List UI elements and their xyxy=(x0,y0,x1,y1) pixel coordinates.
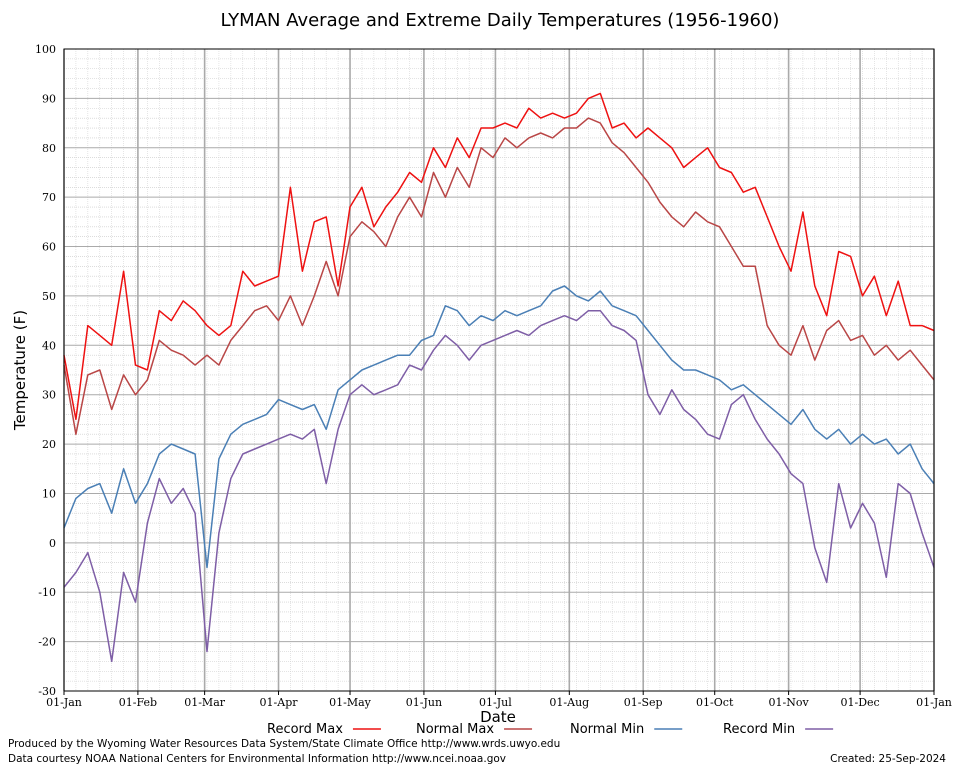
x-tick-label: 01-Mar xyxy=(184,696,226,709)
legend: Record Max Normal Max Normal Min Record Min xyxy=(267,722,834,737)
x-tick-label: 01-Nov xyxy=(769,696,810,709)
series-line-record-max xyxy=(63,92,935,421)
x-tick-label: 01-Feb xyxy=(119,696,157,709)
y-tick-label: 40 xyxy=(42,339,56,352)
legend-label: Normal Max xyxy=(416,722,494,737)
x-tick-label: 01-Oct xyxy=(696,696,734,709)
x-tick-label: 01-Jan xyxy=(46,696,82,709)
axis-ticks: -30 -20 -10 0 10 20 30 40 50 60 70 80 90 100 01-Jan 01-… xyxy=(35,43,952,709)
x-tick-label: 01-Jan xyxy=(916,696,952,709)
chart-title: LYMAN Average and Extreme Daily Temperat… xyxy=(221,10,780,31)
x-tick-label: 01-May xyxy=(329,696,372,709)
y-tick-label: 0 xyxy=(49,537,56,550)
x-tick-label: 01-Aug xyxy=(549,696,589,709)
legend-label: Record Min xyxy=(723,722,795,737)
x-tick-label: 01-Jul xyxy=(479,696,512,709)
series-line-normal-min xyxy=(63,285,935,569)
x-tick-label: 01-Sep xyxy=(624,696,663,709)
y-tick-label: 30 xyxy=(42,389,56,402)
grid xyxy=(63,48,935,692)
footer-produced-by: Produced by the Wyoming Water Resources … xyxy=(8,738,561,750)
y-tick-label: -20 xyxy=(38,636,56,649)
y-tick-label: 100 xyxy=(35,43,56,56)
plot-frame xyxy=(63,48,935,692)
y-tick-label: 90 xyxy=(42,92,56,105)
y-tick-label: 60 xyxy=(42,241,56,254)
y-tick-label: -30 xyxy=(38,685,56,698)
y-tick-label: 80 xyxy=(42,142,56,155)
series-line-record-min xyxy=(63,309,935,663)
legend-label: Normal Min xyxy=(570,722,644,737)
series-line-normal-max xyxy=(63,117,935,435)
y-tick-label: 70 xyxy=(42,191,56,204)
footer-created-date: Created: 25-Sep-2024 xyxy=(830,753,946,765)
footer-data-courtesy: Data courtesy NOAA National Centers for … xyxy=(8,753,507,765)
y-tick-label: 50 xyxy=(42,290,56,303)
y-tick-label: 10 xyxy=(42,487,56,500)
series-lines xyxy=(63,92,935,663)
y-tick-label: -10 xyxy=(38,586,56,599)
y-axis-label: Temperature (F) xyxy=(11,310,29,431)
x-tick-label: 01-Jun xyxy=(406,696,442,709)
legend-label: Record Max xyxy=(267,722,343,737)
y-tick-label: 20 xyxy=(42,438,56,451)
x-tick-label: 01-Dec xyxy=(841,696,880,709)
x-axis-label: Date xyxy=(480,708,516,726)
x-tick-label: 01-Apr xyxy=(260,696,299,709)
